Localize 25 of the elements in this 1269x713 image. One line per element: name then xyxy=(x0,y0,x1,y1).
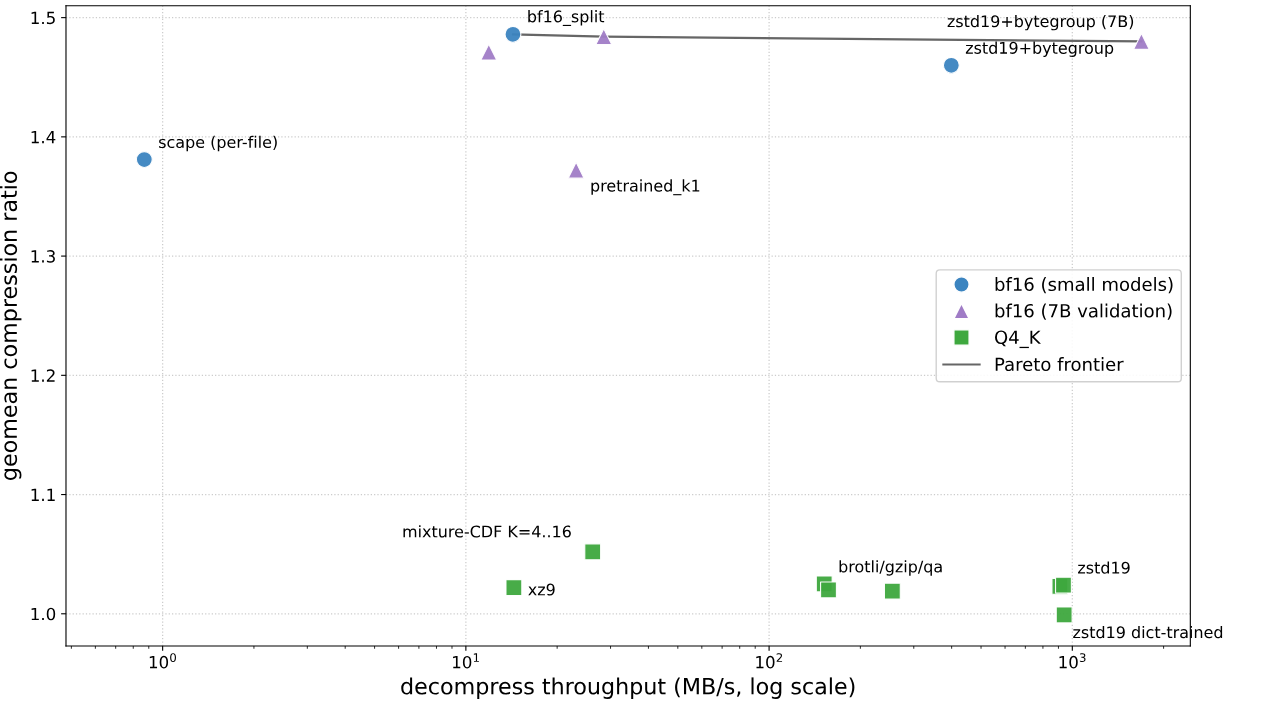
y-axis-title: geomean compression ratio xyxy=(0,171,22,480)
x-tick-label: 10$^{1}$ xyxy=(453,653,479,669)
y-tick-label: 1.0 xyxy=(31,607,56,621)
annotation: zstd19+bytegroup (7B) xyxy=(947,14,1134,31)
legend-label: Q4_K xyxy=(995,330,1041,349)
legend-label: Pareto frontier xyxy=(995,357,1124,372)
annotation: scape (per-file) xyxy=(159,135,277,152)
annotation: pretrained_k1 xyxy=(591,179,700,196)
annotation: zstd19+bytegroup xyxy=(965,41,1114,57)
annotation: mixture-CDF K=4..16 xyxy=(403,525,571,538)
x-axis-title: decompress throughput (MB/s, log scale) xyxy=(401,677,855,699)
y-tick-label: 1.5 xyxy=(31,11,55,25)
y-tick-label: 1.4 xyxy=(31,131,56,144)
x-tick-label: 10$^{2}$ xyxy=(756,653,783,669)
legend-label: bf16 (small models) xyxy=(995,277,1173,294)
annotation: bf16_split xyxy=(528,10,605,26)
legend-label: bf16 (7B validation) xyxy=(995,303,1172,320)
x-tick-label: 10$^{3}$ xyxy=(1059,653,1086,669)
x-tick-label: 10$^{0}$ xyxy=(149,653,176,669)
y-tick-label: 1.2 xyxy=(31,369,55,382)
annotation: zstd19 xyxy=(1078,561,1130,574)
y-tick-label: 1.3 xyxy=(31,250,55,263)
annotation: brotli/gzip/qa xyxy=(839,560,942,576)
annotation: xz9 xyxy=(528,583,555,596)
y-tick-label: 1.1 xyxy=(31,488,55,501)
